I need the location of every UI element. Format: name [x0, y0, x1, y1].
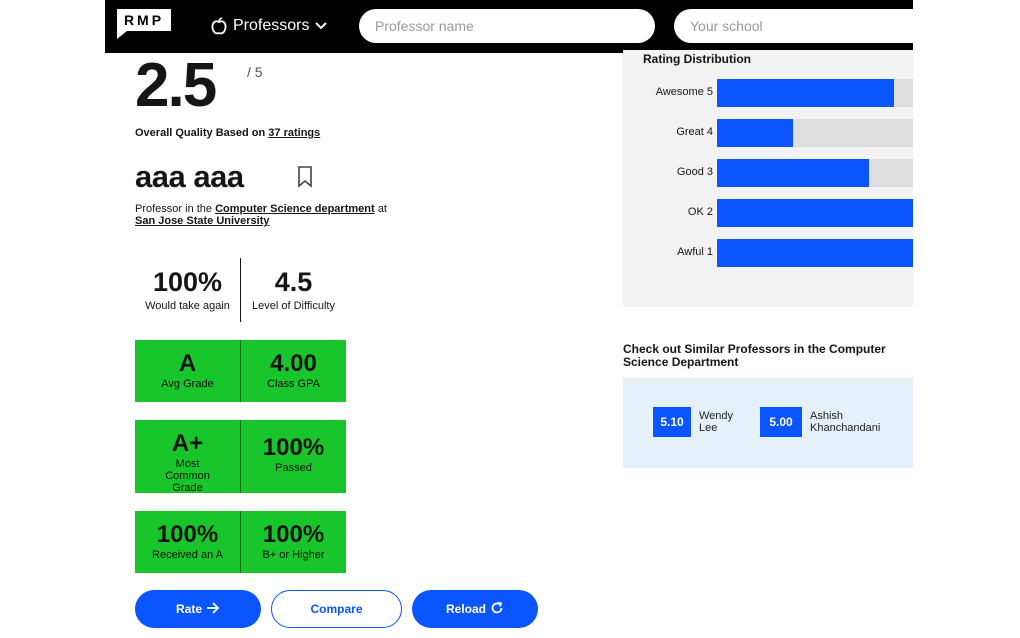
professor-apple-icon	[211, 17, 227, 35]
professor-name: aaa aaa	[135, 159, 244, 194]
similar-professor-card[interactable]: 5.00 Ashish Khanchandani	[760, 407, 900, 437]
school-link[interactable]: San Jose State University	[135, 215, 270, 227]
chevron-down-icon	[315, 22, 328, 30]
overall-quality-text: Overall Quality Based on	[135, 127, 266, 139]
grade-label: Received an A	[152, 549, 223, 561]
distribution-label: Awful 1	[677, 246, 713, 258]
difficulty-stat: 4.5 Level of Difficulty	[241, 258, 346, 312]
distribution-row: Good 3	[623, 159, 913, 187]
received-a-cell: 100% Received an A	[135, 511, 240, 573]
overall-rating-value: 2.5	[135, 51, 217, 120]
grade-value: A	[178, 350, 197, 377]
distribution-row: Awesome 5	[623, 79, 913, 107]
department-link[interactable]: Computer Science department	[215, 203, 375, 215]
distribution-label: Good 3	[676, 166, 713, 178]
stat-label: Level of Difficulty	[252, 300, 335, 312]
feedback-stats: 100% Would take again 4.5 Level of Diffi…	[135, 258, 347, 322]
most-common-grade-cell: A+ Most Common Grade	[135, 420, 240, 494]
rating-distribution-title: Rating Distribution	[643, 52, 751, 66]
grade-label: Class GPA	[267, 378, 320, 390]
similar-professor-score: 5.10	[653, 407, 691, 437]
grade-value: 100%	[156, 521, 219, 548]
grade-value: 4.00	[270, 350, 317, 377]
grade-label: Most Common Grade	[165, 458, 210, 494]
professor-name-input[interactable]	[359, 9, 655, 43]
distribution-track	[717, 79, 913, 107]
professors-dropdown-label: Professors	[233, 17, 310, 34]
compare-button-label: Compare	[310, 602, 363, 616]
grade-label: Passed	[275, 462, 312, 474]
grade-value: A+	[171, 430, 204, 457]
reload-button-label: Reload	[445, 602, 486, 616]
ratings-count-link[interactable]: 37 ratings	[268, 127, 321, 139]
distribution-bar	[717, 159, 869, 187]
compare-button[interactable]: Compare	[271, 590, 402, 628]
grade-label: Avg Grade	[161, 378, 214, 390]
stat-divider	[240, 258, 241, 322]
bookmark-icon[interactable]	[295, 165, 315, 189]
grade-label: B+ or Higher	[262, 549, 325, 561]
arrow-right-icon	[206, 601, 220, 617]
professors-dropdown[interactable]: Professors	[211, 14, 328, 38]
grade-value: 100%	[262, 434, 325, 461]
reload-button[interactable]: Reload	[412, 590, 538, 628]
class-gpa-cell: 4.00 Class GPA	[241, 340, 346, 402]
grade-block-2: A+ Most Common Grade 100% Passed	[135, 420, 346, 494]
overall-quality-line: Overall Quality Based on 37 ratings	[135, 127, 320, 139]
stat-value: 100%	[152, 267, 223, 297]
distribution-row: OK 2	[623, 199, 913, 227]
department-line: Professor in the Computer Science depart…	[135, 203, 435, 227]
stat-value: 4.5	[274, 267, 313, 297]
avg-grade-cell: A Avg Grade	[135, 340, 240, 402]
would-take-again-stat: 100% Would take again	[135, 258, 240, 312]
grade-block-3: 100% Received an A 100% B+ or Higher	[135, 511, 346, 573]
distribution-track	[717, 199, 913, 227]
grade-divider	[240, 420, 241, 493]
top-nav: RMP Professors	[105, 0, 913, 53]
stat-label: Would take again	[145, 300, 230, 312]
similar-professor-name: Ashish Khanchandani	[810, 410, 881, 434]
distribution-bar	[717, 239, 913, 267]
page: RMP Professors 2.5 / 5 Overall Quality B…	[105, 0, 913, 638]
distribution-track	[717, 239, 913, 267]
reload-icon	[490, 601, 504, 618]
similar-professors-box: 5.10 Wendy Lee 5.00 Ashish Khanchandani	[623, 378, 913, 468]
school-input[interactable]	[674, 9, 913, 43]
distribution-bar	[717, 199, 913, 227]
grade-block-1: A Avg Grade 4.00 Class GPA	[135, 340, 346, 402]
distribution-bar	[717, 79, 894, 107]
similar-professors-title: Check out Similar Professors in the Comp…	[623, 342, 886, 369]
distribution-row: Awful 1	[623, 239, 913, 267]
b-plus-or-higher-cell: 100% B+ or Higher	[241, 511, 346, 573]
department-prefix: Professor in the	[135, 203, 213, 215]
distribution-label: OK 2	[687, 206, 713, 218]
distribution-row: Great 4	[623, 119, 913, 147]
rating-distribution-panel: Rating Distribution Awesome 5 Great 4 Good…	[623, 50, 913, 307]
grade-value: 100%	[262, 521, 325, 548]
grade-divider	[240, 340, 241, 402]
distribution-label: Awesome 5	[655, 86, 713, 98]
distribution-track	[717, 159, 913, 187]
similar-professor-name: Wendy Lee	[699, 410, 734, 434]
rate-button[interactable]: Rate	[135, 590, 261, 628]
rating-out-of: / 5	[247, 64, 263, 80]
department-suffix: at	[377, 203, 387, 215]
passed-cell: 100% Passed	[241, 420, 346, 493]
distribution-bar	[717, 119, 793, 147]
distribution-track	[717, 119, 913, 147]
grade-divider	[240, 511, 241, 573]
similar-professor-card[interactable]: 5.10 Wendy Lee	[653, 407, 749, 437]
rate-button-label: Rate	[175, 602, 202, 616]
distribution-label: Great 4	[676, 126, 713, 138]
rmp-logo[interactable]: RMP	[117, 9, 171, 39]
similar-professor-score: 5.00	[760, 407, 802, 437]
